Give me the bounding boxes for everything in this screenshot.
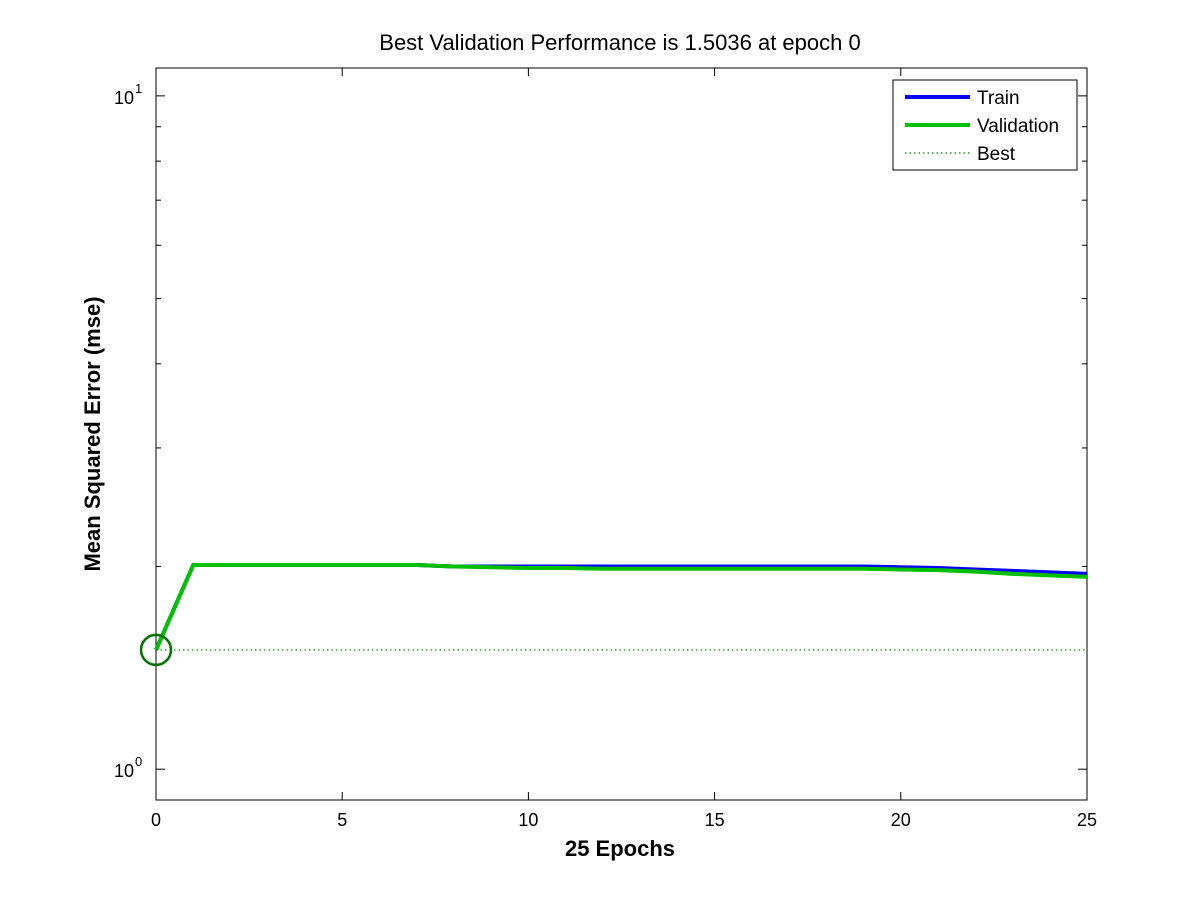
series-line-validation — [154, 563, 1088, 651]
series-layer — [139, 563, 1088, 667]
x-tick-label: 0 — [151, 810, 161, 830]
y-tick-label: 10 0 — [114, 754, 142, 781]
x-tick-label: 15 — [705, 810, 725, 830]
legend-label-best: Best — [977, 144, 1016, 165]
x-tick-label: 5 — [337, 810, 347, 830]
x-axis: 0 5 10 15 20 25 — [151, 68, 1097, 830]
legend: Train Validation Best — [892, 79, 1078, 171]
chart-title: Best Validation Performance is 1.5036 at… — [379, 30, 860, 55]
x-axis-label: 25 Epochs — [565, 836, 675, 861]
x-tick-label: 25 — [1077, 810, 1097, 830]
legend-label-validation: Validation — [977, 116, 1059, 137]
y-tick-base: 10 — [114, 761, 134, 781]
y-axis-label: Mean Squared Error (mse) — [80, 296, 105, 571]
x-tick-label: 20 — [891, 810, 911, 830]
y-tick-base: 10 — [114, 88, 134, 108]
y-tick-exponent: 1 — [135, 81, 142, 96]
y-tick-exponent: 0 — [135, 754, 142, 769]
legend-label-train: Train — [977, 88, 1020, 109]
y-tick-label: 10 1 — [114, 81, 142, 108]
plot-area — [155, 67, 1088, 801]
best-point-marker — [139, 633, 173, 667]
x-tick-label: 10 — [518, 810, 538, 830]
